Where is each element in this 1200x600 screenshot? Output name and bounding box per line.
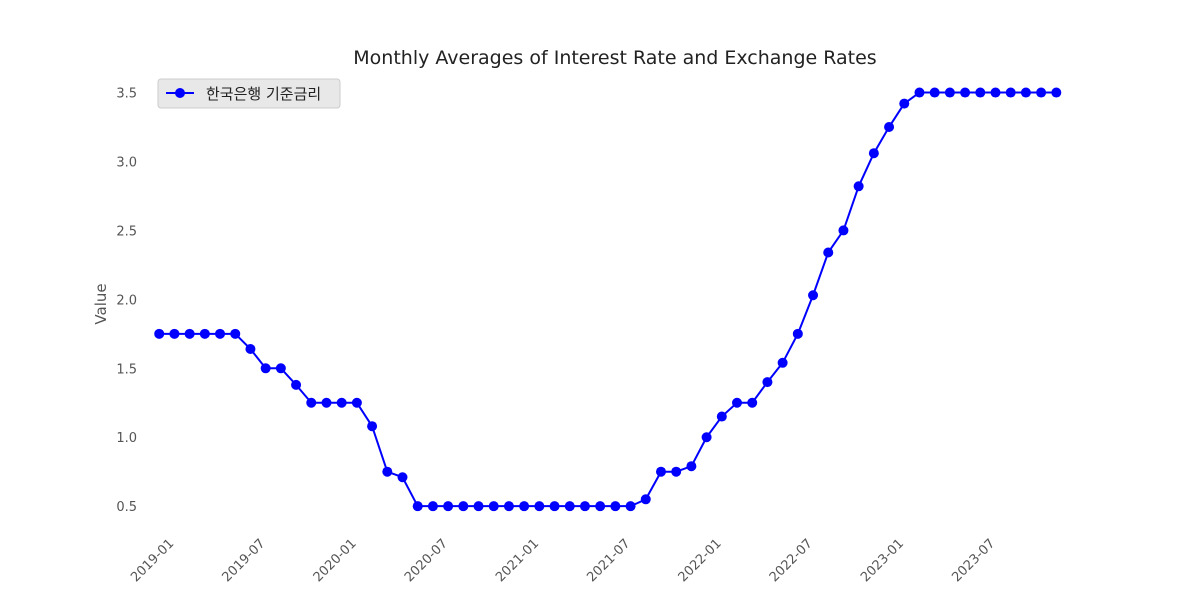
data-point [519,501,530,512]
data-point [579,501,590,512]
data-point [1036,87,1047,98]
data-point [306,397,317,408]
x-tick-label: 2022-01 [676,536,725,585]
data-point [823,247,834,258]
x-axis: 2019-01 2019-07 2020-01 2020-07 2021-01 2021-… [128,536,998,585]
data-point [291,379,302,390]
y-tick-label: 3.0 [116,155,137,170]
series-layer [154,87,1062,512]
data-point [671,466,682,477]
data-point [899,98,910,109]
data-point [184,328,195,339]
legend-box [157,78,341,109]
data-point [868,148,879,159]
data-point [503,501,514,512]
chart-title: Monthly Averages of Interest Rate and Ex… [353,47,876,69]
x-tick-label: 2023-07 [949,536,998,585]
data-point [473,501,484,512]
y-tick-label: 1.5 [116,362,137,377]
data-point [534,501,545,512]
data-point [215,328,226,339]
x-tick-label: 2023-01 [858,536,907,585]
data-point [808,290,819,301]
data-point [762,377,773,388]
data-point [564,501,575,512]
data-point [1020,87,1031,98]
data-point [640,494,651,505]
y-tick-label: 0.5 [116,500,137,515]
data-point [1051,87,1062,98]
data-point [443,501,454,512]
x-tick-label: 2020-01 [311,536,360,585]
y-tick-label: 2.0 [116,293,137,308]
data-point [199,328,210,339]
data-point [960,87,971,98]
legend-point-marker [175,88,185,98]
data-point [975,87,986,98]
data-point [336,397,347,408]
data-point [397,472,408,483]
data-point [732,397,743,408]
data-point [884,122,895,133]
x-tick-label: 2020-07 [402,536,451,585]
y-tick-label: 1.0 [116,431,137,446]
data-point [716,411,727,422]
data-point [686,461,697,472]
y-axis-title: Value [92,283,110,324]
data-point [427,501,438,512]
data-point [838,225,849,236]
data-point [275,363,286,374]
data-point [458,501,469,512]
data-point [747,397,758,408]
series-line [159,91,1057,508]
data-point [488,501,499,512]
data-point [245,344,256,354]
data-point [412,501,423,512]
data-point [701,432,712,443]
data-point [655,466,666,477]
data-point [260,363,271,374]
x-tick-label: 2019-07 [219,536,268,585]
data-point [929,87,940,98]
data-point [595,501,606,512]
data-point [382,466,393,477]
data-point [610,501,621,512]
legend: 한국은행 기준금리 [157,78,341,109]
data-point [367,421,378,432]
data-point [944,87,955,98]
y-axis: 0.5 1.0 1.5 2.0 2.5 3.0 3.5 [116,87,137,516]
data-point [792,328,803,339]
x-tick-label: 2019-01 [128,536,177,585]
data-point [154,328,165,339]
x-tick-label: 2022-07 [767,536,816,585]
y-tick-label: 3.5 [116,87,137,102]
data-point [230,328,241,339]
x-tick-label: 2021-01 [493,536,542,585]
legend-entry-label: 한국은행 기준금리 [206,85,321,103]
data-point [625,501,636,512]
data-point [990,87,1001,98]
data-point [321,397,332,408]
data-point [549,501,560,512]
data-point [351,397,362,408]
data-point [914,87,925,98]
data-point [1005,87,1016,98]
data-point [777,357,788,368]
y-tick-label: 2.5 [116,224,137,239]
x-tick-label: 2021-07 [584,536,633,585]
data-point [853,181,864,192]
data-point [169,328,180,339]
